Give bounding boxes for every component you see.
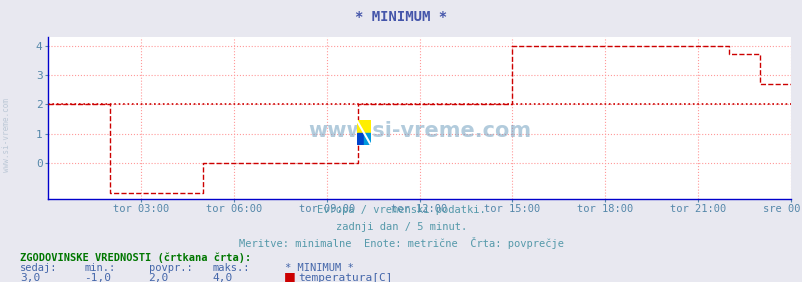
- Text: maks.:: maks.:: [213, 263, 250, 273]
- Bar: [356, 120, 371, 133]
- Text: min.:: min.:: [84, 263, 115, 273]
- Text: www.si-vreme.com: www.si-vreme.com: [308, 121, 530, 141]
- Bar: [356, 133, 363, 145]
- Text: Evropa / vremenski podatki.: Evropa / vremenski podatki.: [317, 205, 485, 215]
- Text: -1,0: -1,0: [84, 273, 111, 282]
- Text: * MINIMUM *: * MINIMUM *: [355, 10, 447, 24]
- Text: temperatura[C]: temperatura[C]: [298, 273, 393, 282]
- Text: * MINIMUM *: * MINIMUM *: [285, 263, 354, 273]
- Text: www.si-vreme.com: www.si-vreme.com: [2, 98, 11, 172]
- Text: 2,0: 2,0: [148, 273, 168, 282]
- Bar: [363, 133, 371, 145]
- Text: povpr.:: povpr.:: [148, 263, 192, 273]
- Text: 3,0: 3,0: [20, 273, 40, 282]
- Text: ZGODOVINSKE VREDNOSTI (črtkana črta):: ZGODOVINSKE VREDNOSTI (črtkana črta):: [20, 252, 251, 263]
- Text: ■: ■: [283, 270, 295, 282]
- Text: sedaj:: sedaj:: [20, 263, 58, 273]
- Text: zadnji dan / 5 minut.: zadnji dan / 5 minut.: [335, 222, 467, 232]
- Text: 4,0: 4,0: [213, 273, 233, 282]
- Text: Meritve: minimalne  Enote: metrične  Črta: povprečje: Meritve: minimalne Enote: metrične Črta:…: [239, 237, 563, 249]
